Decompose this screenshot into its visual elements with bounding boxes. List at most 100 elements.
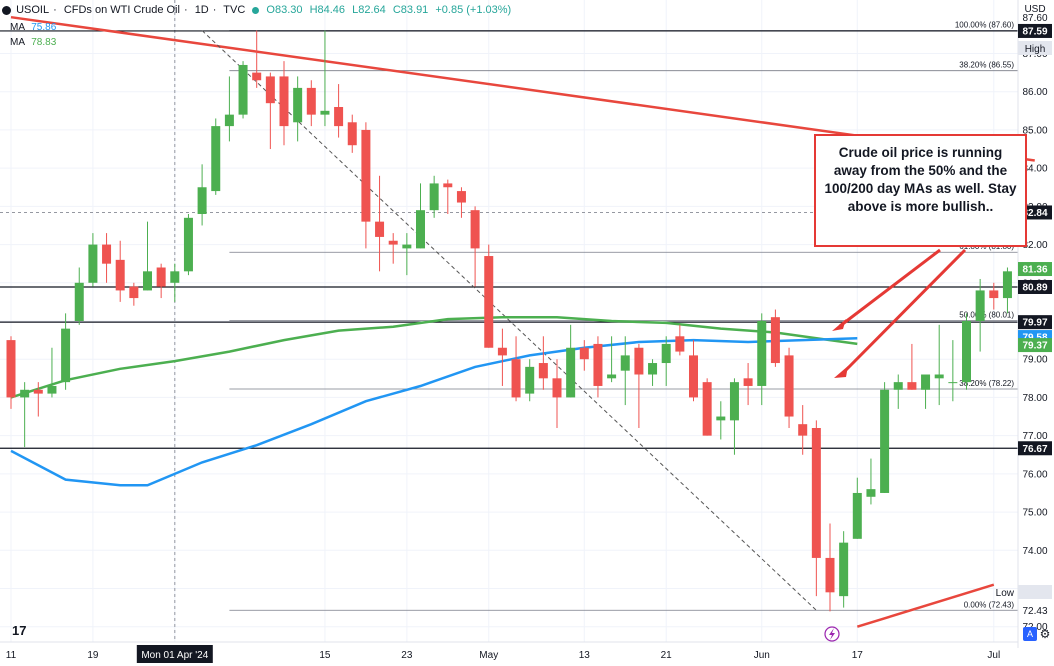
- symbol-icon: [2, 5, 11, 15]
- x-axis-ticks: 11 19 Mon 01 Apr '24 15 23 May 13 21 Jun 17 Jul: [6, 645, 1000, 663]
- candle-down: [770, 317, 780, 364]
- header-description: CFDs on WTI Crude Oil: [63, 4, 180, 16]
- x-tick-label: Jun: [754, 650, 770, 661]
- candle-down: [497, 347, 507, 356]
- candle-up: [893, 382, 903, 390]
- header-change: +0.85 (+1.03%): [435, 4, 512, 16]
- candle-up: [183, 217, 193, 272]
- price-label-bg: [1018, 441, 1052, 456]
- indicator-ma-2-label: MA: [10, 37, 25, 48]
- header-source: TVC: [223, 4, 246, 16]
- candle-up: [143, 271, 152, 291]
- x-tick-label: Mon 01 Apr '24: [141, 650, 208, 661]
- indicator-ma-2[interactable]: MA 78.83: [10, 37, 56, 48]
- header-symbol[interactable]: USOIL: [16, 4, 50, 16]
- price-label: 79.97: [1022, 318, 1047, 329]
- lightning-icon[interactable]: [824, 626, 840, 642]
- indicator-ma-1[interactable]: MA 75.86: [10, 22, 56, 33]
- price-label: 79.37: [1022, 341, 1047, 352]
- header-interval[interactable]: 1D: [194, 4, 209, 16]
- header-open: O83.30: [266, 4, 303, 16]
- price-label-bg: [1018, 262, 1052, 277]
- annotation-callout[interactable]: Crude oil price is running away from the…: [814, 134, 1027, 247]
- annotation-arrows: [832, 248, 967, 378]
- x-tick-label: Jul: [987, 650, 1000, 661]
- price-label: 81.36: [1022, 265, 1047, 276]
- x-tick-label: 23: [401, 650, 413, 661]
- fib-level-label: 38.20% (78.22): [959, 379, 1014, 388]
- high-label: High: [1025, 44, 1046, 55]
- candle-up: [852, 492, 862, 539]
- candle-down: [361, 129, 371, 222]
- market-status-icon: [252, 6, 260, 14]
- price-label: 82.84: [1022, 208, 1047, 219]
- header-close: C83.91: [392, 4, 429, 16]
- price-label-bg: [1018, 279, 1052, 294]
- candle-up: [74, 282, 84, 321]
- candle-down: [279, 76, 289, 127]
- candle-up: [962, 321, 971, 383]
- candle-down: [347, 122, 357, 146]
- candle-down: [511, 359, 521, 398]
- tradingview-logo[interactable]: 17: [12, 623, 26, 638]
- trendline: [856, 583, 995, 628]
- y-tick-label: 78.00: [1022, 393, 1047, 404]
- candle-up: [197, 187, 207, 214]
- candle-down: [375, 221, 385, 237]
- candle-down: [593, 343, 603, 386]
- candle-up: [320, 110, 330, 115]
- horizontal-levels[interactable]: [0, 30, 1018, 449]
- x-tick-label: 11: [6, 650, 17, 661]
- candle-up: [47, 385, 57, 394]
- candle-down: [456, 191, 466, 203]
- indicator-ma-2-value: 78.83: [31, 37, 57, 48]
- y-tick-label: 79.00: [1022, 355, 1047, 366]
- header-high: H84.46: [309, 4, 346, 16]
- currency-selector[interactable]: USD: [1024, 4, 1046, 15]
- candle-down: [579, 347, 589, 360]
- candle-down: [689, 355, 698, 398]
- candle-down: [334, 107, 344, 127]
- candle-down: [102, 244, 112, 264]
- candle-down: [252, 72, 262, 81]
- price-label-bg: [1018, 338, 1052, 353]
- candle-up: [661, 343, 671, 364]
- x-tick-label: 17: [852, 650, 864, 661]
- auto-scale-button[interactable]: A: [1023, 627, 1037, 641]
- candle-down: [470, 210, 480, 249]
- candle-up: [402, 244, 412, 249]
- candle-up: [20, 389, 30, 398]
- high-value: 87.60: [1022, 13, 1047, 24]
- x-tick-label: 21: [661, 650, 673, 661]
- y-tick-label: 82.00: [1022, 240, 1047, 251]
- y-tick-label: 77.00: [1022, 431, 1047, 442]
- candle-up: [648, 363, 658, 375]
- candle-up: [866, 489, 876, 497]
- candle-down: [129, 286, 139, 299]
- candle-down: [33, 389, 43, 394]
- candle-up: [293, 87, 303, 123]
- price-label-bg: [1018, 23, 1052, 38]
- candle-down: [443, 183, 453, 188]
- settings-gear-icon[interactable]: ⚙: [1039, 627, 1051, 641]
- candle-up: [839, 542, 849, 597]
- price-label: 80.89: [1022, 282, 1047, 293]
- fib-level-label: 38.20% (86.55): [959, 61, 1014, 70]
- candle-up: [566, 347, 576, 398]
- fib-trend-line: [201, 30, 817, 611]
- candle-down: [552, 378, 562, 398]
- candle-up: [620, 355, 630, 371]
- candle-up: [238, 64, 248, 115]
- candle-up: [607, 374, 617, 379]
- chart-header: USOIL · CFDs on WTI Crude Oil · 1D · TVC O8…: [2, 0, 515, 20]
- price-label-bg: [1018, 315, 1052, 330]
- candle-down: [825, 557, 835, 593]
- price-label: 79.58: [1022, 333, 1047, 344]
- candle-down: [484, 256, 494, 348]
- y-tick-label: 74.00: [1022, 546, 1047, 557]
- candle-down: [675, 336, 685, 352]
- candle-up: [716, 416, 726, 421]
